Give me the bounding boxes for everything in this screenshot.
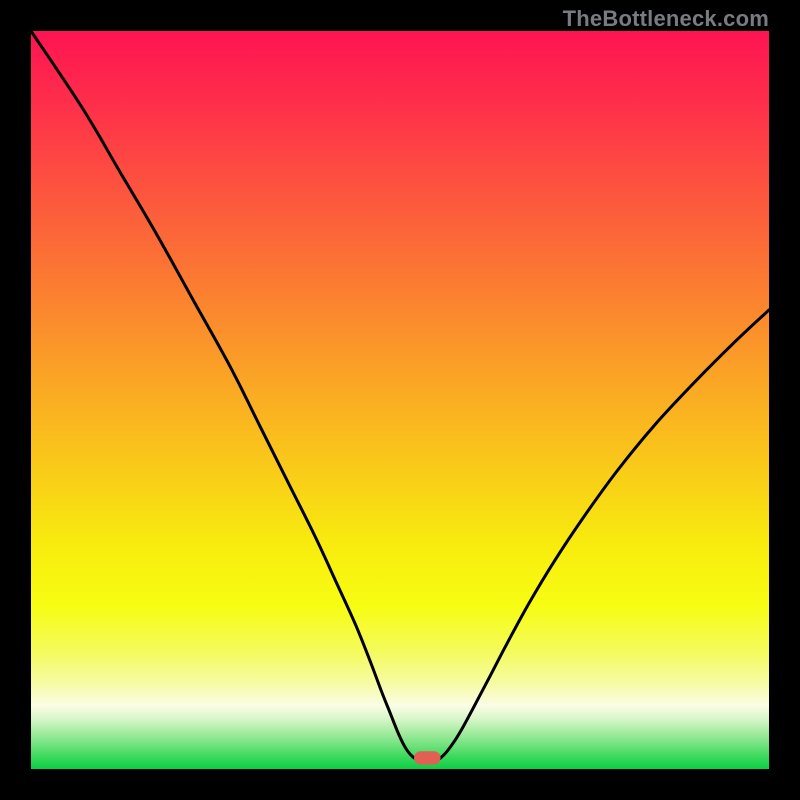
watermark-text: TheBottleneck.com <box>563 6 769 32</box>
current-config-marker <box>414 751 441 764</box>
bottleneck-chart <box>31 31 769 769</box>
chart-frame: TheBottleneck.com <box>0 0 800 800</box>
gradient-background <box>31 31 769 769</box>
